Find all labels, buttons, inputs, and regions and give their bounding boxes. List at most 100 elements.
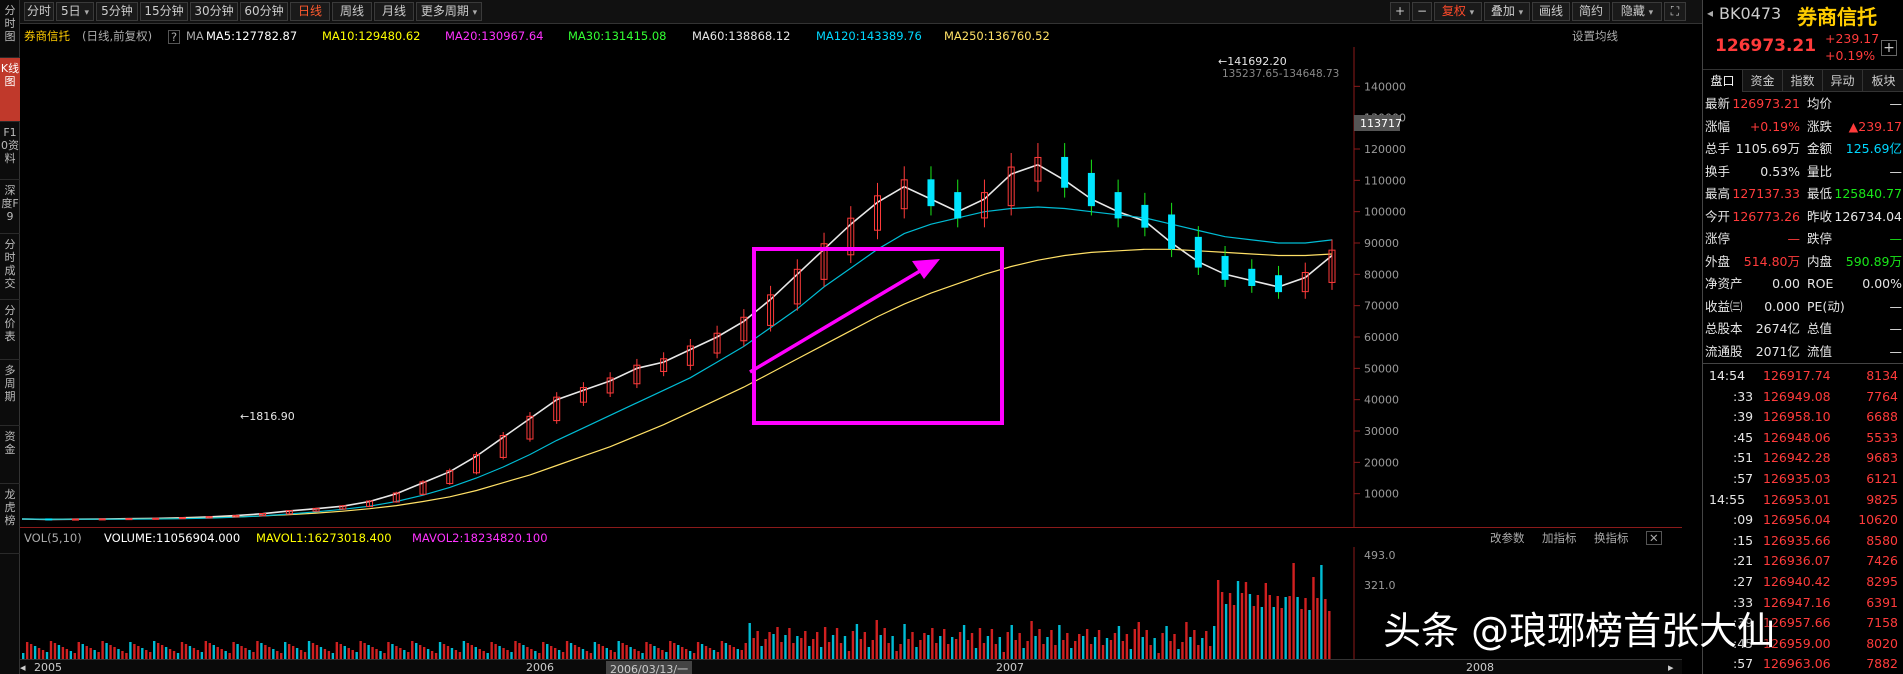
volume-bar	[494, 644, 497, 659]
zoom-in-button[interactable]: +	[1390, 2, 1410, 21]
overlay-button[interactable]: 叠加 ▾	[1484, 2, 1530, 21]
quote-value: —	[1889, 343, 1903, 359]
volume-bar	[645, 642, 648, 659]
y-tick-label: 50000	[1364, 362, 1399, 375]
tick-time: :21	[1733, 553, 1754, 569]
left-tab-7[interactable]: 资金	[0, 426, 20, 484]
quote-value: 0.00	[1772, 276, 1800, 291]
help-button[interactable]: ?	[168, 30, 181, 44]
volume-bar	[53, 643, 57, 659]
quote-value: —	[1889, 321, 1903, 336]
y-tick-label: 30000	[1364, 425, 1399, 438]
volume-bar	[81, 644, 84, 659]
volume-bar	[1117, 626, 1121, 659]
zoom-out-button[interactable]: −	[1412, 2, 1432, 21]
fullscreen-button[interactable]: ⛶	[1664, 2, 1686, 21]
volume-bar	[1018, 633, 1021, 659]
more-periods-button[interactable]: 更多周期 ▾	[416, 2, 482, 21]
scroll-right-icon[interactable]: ▸	[1668, 661, 1674, 674]
volume-bar	[1312, 577, 1315, 659]
switch-indicator-button[interactable]: 换指标	[1594, 531, 1629, 545]
left-tab-4[interactable]: 分时成交	[0, 234, 20, 300]
candle-body	[1114, 192, 1122, 219]
volume-bar	[538, 653, 541, 659]
tick-row: 14:54 126917.74 8134	[1703, 366, 1903, 386]
tab-movement[interactable]: 异动	[1823, 70, 1863, 92]
vol-label: VOL(5,10)	[24, 531, 82, 545]
adjust-button[interactable]: 复权 ▾	[1434, 2, 1482, 21]
tab-funds[interactable]: 资金	[1743, 70, 1783, 92]
close-icon[interactable]: ✕	[1646, 531, 1662, 545]
period-toolbar: 分时 5日 ▾ 5分钟 15分钟 30分钟 60分钟 日线 周线 月线 更多周期…	[20, 0, 1702, 24]
ma-settings-button[interactable]: 设置均线	[1572, 29, 1618, 43]
left-tab-6[interactable]: 多周期	[0, 360, 20, 426]
volume-bar	[1089, 644, 1093, 659]
volume-bar	[1236, 581, 1240, 659]
left-tab-2[interactable]: F10资料	[0, 122, 20, 180]
volume-bar	[216, 647, 219, 659]
candle-body	[954, 192, 962, 219]
volume-bar	[407, 652, 410, 659]
volume-bar	[939, 636, 942, 659]
quote-label: 最高	[1705, 186, 1731, 201]
y-tick-label: 120000	[1364, 143, 1406, 156]
tab-index[interactable]: 指数	[1783, 70, 1823, 92]
period-fenshi-button[interactable]: 分时	[24, 2, 54, 21]
tick-time: 14:54	[1709, 368, 1746, 383]
add-indicator-button[interactable]: 加指标	[1542, 531, 1577, 545]
quote-value: 126734.04	[1834, 208, 1902, 224]
highlight-box	[752, 247, 1004, 425]
period-5min-button[interactable]: 5分钟	[96, 2, 138, 21]
candle-body	[259, 512, 267, 517]
add-watchlist-button[interactable]: +	[1881, 40, 1897, 56]
left-tab-8[interactable]: 龙虎榜	[0, 484, 20, 554]
volume-bar	[943, 629, 946, 659]
change-params-button[interactable]: 改参数	[1490, 531, 1525, 545]
period-monthly-button[interactable]: 月线	[374, 2, 414, 21]
tab-pankou[interactable]: 盘口	[1703, 70, 1743, 92]
simple-mode-button[interactable]: 简约	[1572, 2, 1610, 21]
period-5day-button[interactable]: 5日 ▾	[56, 2, 94, 21]
more-periods-label: 更多周期	[420, 4, 469, 18]
period-60min-button[interactable]: 60分钟	[240, 2, 288, 21]
period-15min-button[interactable]: 15分钟	[140, 2, 188, 21]
scroll-left-icon[interactable]: ◂	[20, 661, 26, 674]
prev-arrow-icon[interactable]: ◂	[1707, 6, 1714, 20]
candle-body	[1141, 204, 1149, 228]
volume-bar	[1066, 633, 1069, 659]
price-change-pct: +0.19%	[1825, 48, 1876, 63]
volume-bar	[1050, 630, 1053, 659]
volume-bar	[379, 651, 382, 659]
tab-sector[interactable]: 板块	[1871, 74, 1896, 88]
volume-chart[interactable]: 493.0 321.0	[20, 547, 1682, 659]
volume-bar	[1185, 622, 1188, 659]
left-tab-1[interactable]: K线图	[0, 58, 20, 122]
kline-chart[interactable]: 10000 20000 30000 40000 50000 60000 70000 80000…	[20, 47, 1682, 527]
volume-bar	[716, 652, 720, 659]
hide-button[interactable]: 隐藏 ▾	[1612, 2, 1662, 21]
volume-bar	[780, 642, 783, 659]
volume-bar	[621, 643, 624, 659]
volume-bar	[284, 642, 287, 659]
volume-bar	[303, 652, 307, 659]
tick-list: 14:54 126917.74 8134:33 126949.08 7764:39 126…	[1703, 363, 1903, 674]
high-price-label: ←141692.20	[1218, 55, 1287, 68]
volume-bar	[966, 640, 970, 659]
volume-bar	[57, 645, 61, 659]
volume-bar	[371, 647, 374, 659]
volume-bar	[1165, 626, 1168, 659]
tick-row: :33 126949.08 7764	[1703, 387, 1903, 407]
period-weekly-button[interactable]: 周线	[332, 2, 372, 21]
volume-bar	[720, 641, 724, 659]
left-tab-3[interactable]: 深度F9	[0, 180, 20, 234]
volume-bar	[835, 628, 839, 659]
draw-line-button[interactable]: 画线	[1532, 2, 1570, 21]
volume-bar	[236, 644, 239, 659]
volume-bar	[550, 646, 553, 659]
period-daily-button[interactable]: 日线	[290, 2, 330, 21]
candle-body	[1221, 256, 1229, 280]
left-tab-5[interactable]: 分价表	[0, 300, 20, 360]
period-30min-button[interactable]: 30分钟	[190, 2, 238, 21]
volume-bar	[113, 647, 116, 659]
left-tab-0[interactable]: 分时图	[0, 0, 20, 58]
